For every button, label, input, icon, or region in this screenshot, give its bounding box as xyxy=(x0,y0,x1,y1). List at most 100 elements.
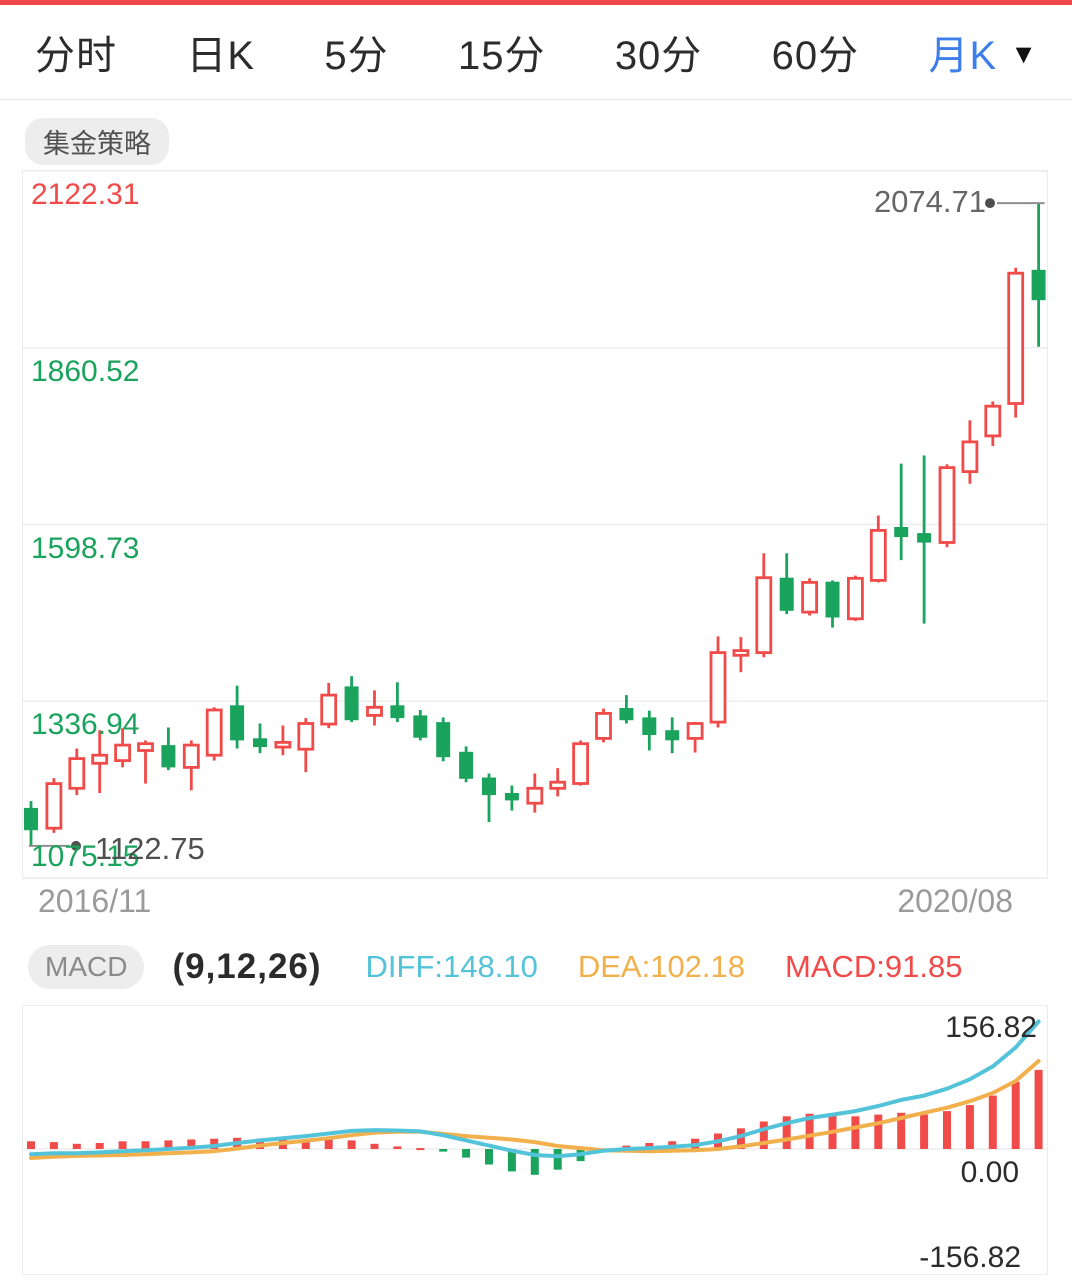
tab-60分[interactable]: 60分 xyxy=(772,23,860,81)
y-axis-label: 1860.52 xyxy=(31,355,140,388)
y-axis-label: 1075.15 xyxy=(31,840,140,873)
candle xyxy=(779,553,794,615)
low-price-marker-label: 1122.75 xyxy=(95,831,205,866)
macd-bar xyxy=(897,1112,906,1149)
tab-分时[interactable]: 分时 xyxy=(35,23,117,81)
macd-bar xyxy=(301,1139,310,1149)
tabbar-divider xyxy=(0,99,1072,100)
tab-30分[interactable]: 30分 xyxy=(615,23,703,81)
diff-line xyxy=(29,1019,1041,1159)
tab-label: 30分 xyxy=(614,34,703,78)
macd-axis-min: -156.82 xyxy=(919,1241,1021,1274)
candle xyxy=(526,773,544,813)
macd-bar xyxy=(347,1140,356,1149)
y-axis-label: 2122.31 xyxy=(31,178,140,211)
candle xyxy=(984,401,1002,446)
candle xyxy=(91,730,109,793)
macd-bar xyxy=(645,1143,654,1149)
candle xyxy=(801,578,818,616)
candle xyxy=(869,515,887,583)
macd-bar xyxy=(851,1116,860,1149)
candle xyxy=(68,748,86,796)
high-marker-dot xyxy=(985,198,995,209)
candle xyxy=(366,690,383,726)
candle xyxy=(320,683,338,729)
macd-bar xyxy=(874,1114,883,1149)
macd-bar xyxy=(736,1128,745,1149)
macd-header: MACD (9,12,26) DIFF:148.10 DEA:102.18 MA… xyxy=(28,941,1048,993)
tab-5分[interactable]: 5分 xyxy=(324,23,388,81)
candle xyxy=(825,580,840,628)
tab-15分[interactable]: 15分 xyxy=(458,23,546,81)
candle xyxy=(504,785,519,811)
candle xyxy=(436,717,451,762)
low-marker-dot xyxy=(71,840,81,851)
macd-bar xyxy=(988,1095,997,1149)
macd-bar xyxy=(485,1149,493,1165)
macd-macd-value: MACD:91.85 xyxy=(785,949,963,984)
macd-bar xyxy=(27,1141,35,1149)
macd-axis-zero: 0.00 xyxy=(960,1156,1019,1189)
strategy-badge[interactable]: 集金策略 xyxy=(25,118,169,165)
candle xyxy=(961,420,979,484)
chevron-down-icon: ▼ xyxy=(1010,38,1038,69)
candle xyxy=(847,575,864,621)
candle xyxy=(1031,203,1046,347)
candlestick-chart[interactable]: 2122.31 1860.52 1598.73 1336.94 1075.15 … xyxy=(22,170,1048,879)
period-tab-bar: 分时 日K 5分 15分 30分 60分 月K ▼ xyxy=(0,5,1072,99)
macd-indicator-pill[interactable]: MACD xyxy=(28,945,145,989)
tab-label: 15分 xyxy=(457,34,546,78)
tab-日K[interactable]: 日K xyxy=(186,23,255,81)
candle xyxy=(482,773,496,823)
candle xyxy=(390,682,405,723)
candle xyxy=(137,740,154,784)
candle xyxy=(1007,267,1025,418)
macd-bar xyxy=(553,1149,562,1170)
candle xyxy=(161,727,176,771)
macd-chart[interactable]: 156.82 0.00 -156.82 xyxy=(22,1005,1048,1275)
macd-bar xyxy=(370,1143,379,1149)
macd-bar xyxy=(416,1148,425,1151)
macd-bar xyxy=(805,1113,814,1149)
macd-canvas xyxy=(23,1019,1047,1175)
candle xyxy=(572,740,589,786)
macd-bar xyxy=(943,1111,951,1149)
macd-bar xyxy=(530,1149,539,1175)
dea-line xyxy=(29,1059,1041,1160)
candlestick-canvas xyxy=(23,171,1047,878)
candle xyxy=(205,707,223,761)
candle xyxy=(619,695,634,724)
candle xyxy=(230,685,245,749)
macd-bar xyxy=(439,1149,448,1152)
tab-label: 60分 xyxy=(771,34,860,78)
tab-label: 日K xyxy=(186,34,256,78)
candle xyxy=(917,455,932,624)
top-accent-strip xyxy=(0,0,1072,5)
y-axis-label: 1336.94 xyxy=(31,708,140,741)
candle xyxy=(665,717,680,754)
tab-月K[interactable]: 月K ▼ xyxy=(929,23,1038,81)
tab-label: 5分 xyxy=(324,34,389,78)
macd-bar xyxy=(72,1143,81,1149)
candle xyxy=(413,710,428,741)
macd-bar xyxy=(95,1143,104,1149)
candle xyxy=(45,778,63,833)
candle xyxy=(297,718,315,773)
tab-label: 月K xyxy=(928,34,998,78)
candle xyxy=(938,464,956,548)
macd-bar xyxy=(393,1146,402,1149)
candle xyxy=(686,722,704,753)
candle xyxy=(274,725,292,756)
macd-params: (9,12,26) xyxy=(172,947,322,986)
candle xyxy=(24,801,38,846)
macd-bar xyxy=(920,1114,929,1149)
macd-bar xyxy=(965,1105,974,1149)
candle xyxy=(595,708,612,743)
macd-bar xyxy=(141,1141,150,1149)
macd-bar xyxy=(187,1139,196,1149)
x-axis-last-date: 2020/08 xyxy=(897,883,1013,919)
macd-bar xyxy=(324,1139,333,1149)
candle xyxy=(549,768,567,797)
macd-bar xyxy=(462,1149,471,1158)
y-axis-label: 1598.73 xyxy=(31,532,140,565)
